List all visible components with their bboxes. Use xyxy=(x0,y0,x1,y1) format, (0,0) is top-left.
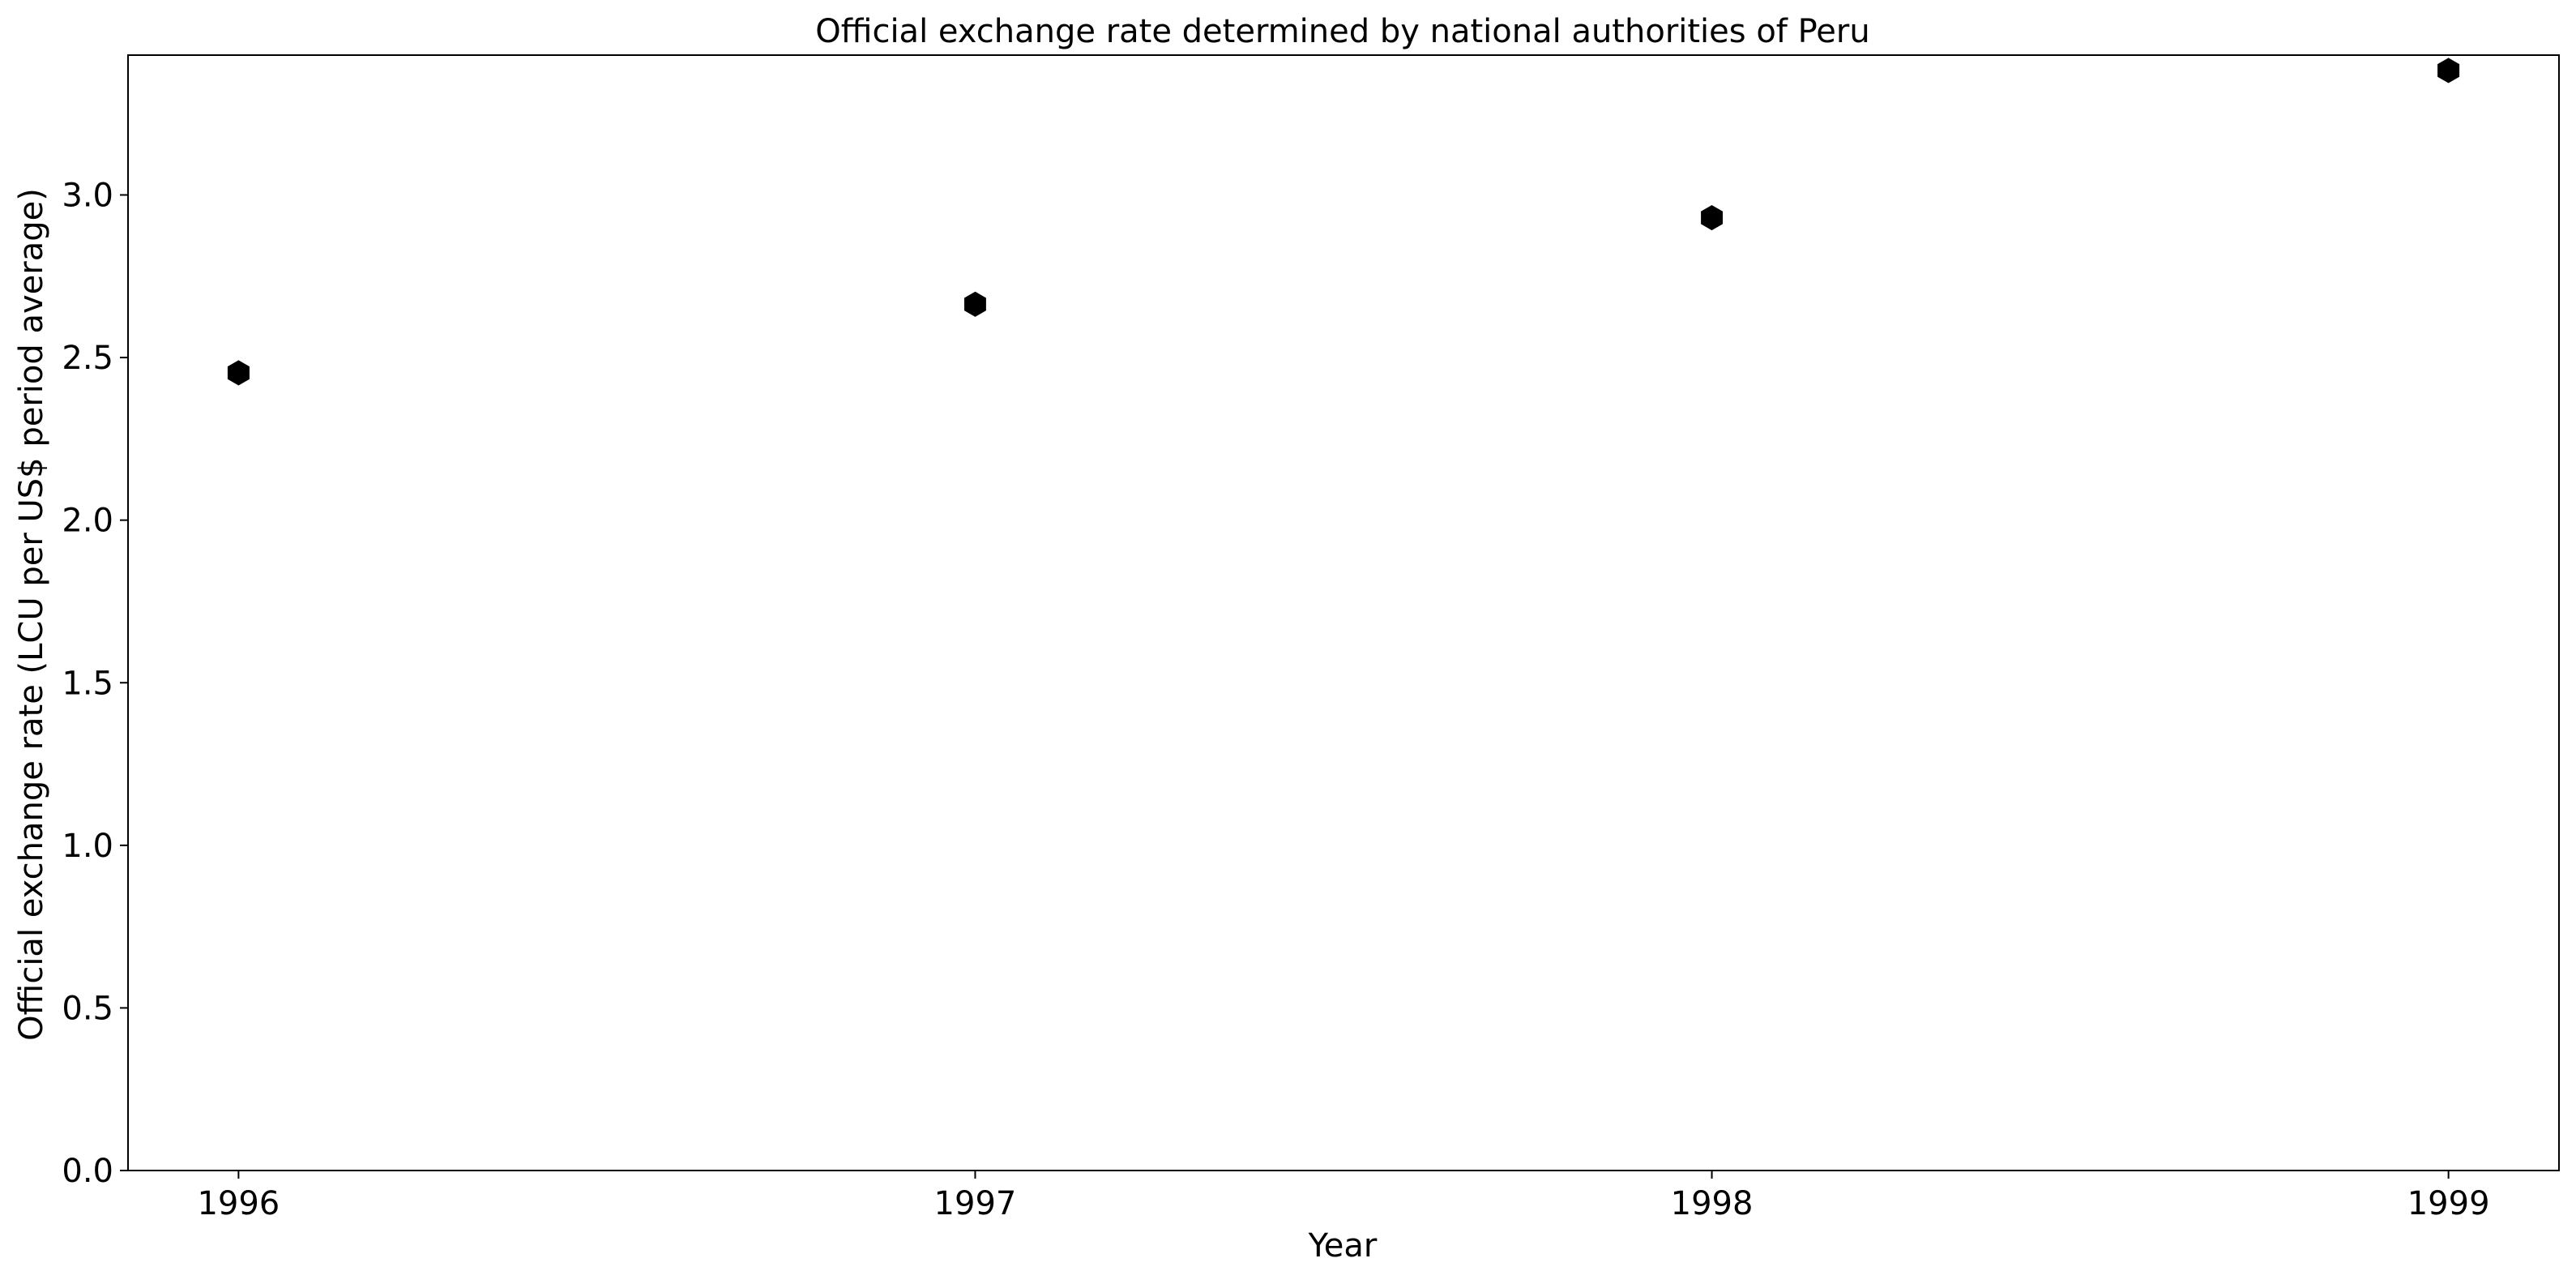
x-tick-label: 1997 xyxy=(934,1185,1017,1222)
chart-title: Official exchange rate determined by nat… xyxy=(815,13,1869,50)
y-tick-label: 0.5 xyxy=(62,990,113,1027)
data-point xyxy=(227,360,250,386)
y-tick-label: 3.0 xyxy=(62,178,113,215)
x-axis-label: Year xyxy=(1308,1227,1378,1265)
x-tick-label: 1998 xyxy=(1671,1185,1754,1222)
y-axis-label: Official exchange rate (LCU per US$ peri… xyxy=(13,188,50,1041)
y-tick-label: 2.5 xyxy=(62,340,113,377)
data-point xyxy=(1701,205,1723,231)
y-tick-label: 1.0 xyxy=(62,828,113,865)
plot-area: 1996 1997 1998 1999 0.0 0.5 1.0 1.5 2.0 2.5 3.0 xyxy=(62,54,2560,1222)
data-point xyxy=(964,291,986,317)
data-point xyxy=(2437,58,2460,83)
y-tick-label: 1.5 xyxy=(62,665,113,702)
y-tick-label: 2.0 xyxy=(62,503,113,540)
y-tick-label: 0.0 xyxy=(62,1153,113,1190)
x-tick-label: 1996 xyxy=(197,1185,280,1222)
x-tick-label: 1999 xyxy=(2407,1185,2490,1222)
axes-frame xyxy=(127,54,2560,1171)
